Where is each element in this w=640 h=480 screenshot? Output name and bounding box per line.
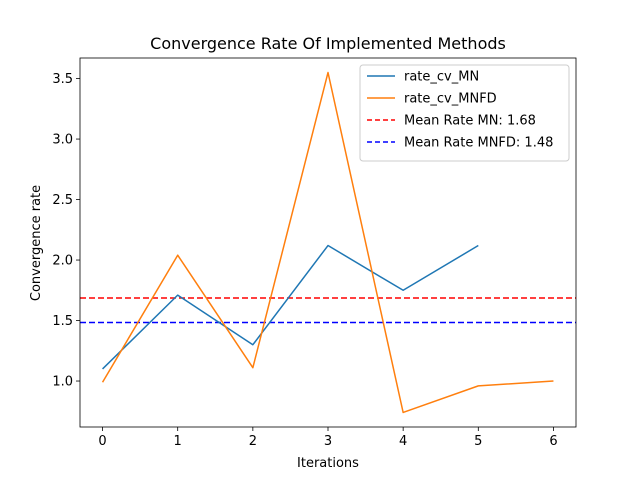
x-tick-label: 0	[98, 434, 106, 449]
y-axis-title: Convergence rate	[29, 185, 44, 301]
y-tick-label: 2.0	[52, 254, 73, 269]
y-tick-label: 3.0	[52, 133, 73, 148]
legend-label: Mean Rate MNFD: 1.48	[404, 136, 553, 151]
y-tick-label: 1.5	[52, 314, 73, 329]
x-tick-label: 6	[549, 434, 557, 449]
x-tick-label: 2	[249, 434, 257, 449]
y-tick-label: 3.5	[52, 72, 73, 87]
x-tick-label: 5	[474, 434, 482, 449]
legend-box	[359, 64, 570, 162]
y-tick-label: 2.5	[52, 193, 73, 208]
legend-label: rate_cv_MNFD	[404, 92, 497, 107]
x-tick-label: 3	[324, 434, 332, 449]
x-axis-title: Iterations	[297, 456, 359, 471]
series-line-rate_cv_MN	[102, 244, 479, 370]
legend: rate_cv_MN rate_cv_MNFD Mean Rate MN: 1.68…	[359, 64, 570, 162]
chart-title: Convergence Rate Of Implemented Methods	[150, 34, 506, 53]
series-line-rate_cv_MNFD	[101, 71, 554, 414]
x-tick-label: 1	[174, 434, 182, 449]
legend-label: rate_cv_MN	[404, 70, 479, 85]
legend-label: Mean Rate MN: 1.68	[404, 114, 536, 129]
y-tick-label: 1.0	[52, 375, 73, 390]
x-tick-label: 4	[399, 434, 407, 449]
plot-area: 0 1 2 3 4 5 6 1.0 1.5 2.0 2.5 3.0 3.5	[52, 57, 577, 449]
